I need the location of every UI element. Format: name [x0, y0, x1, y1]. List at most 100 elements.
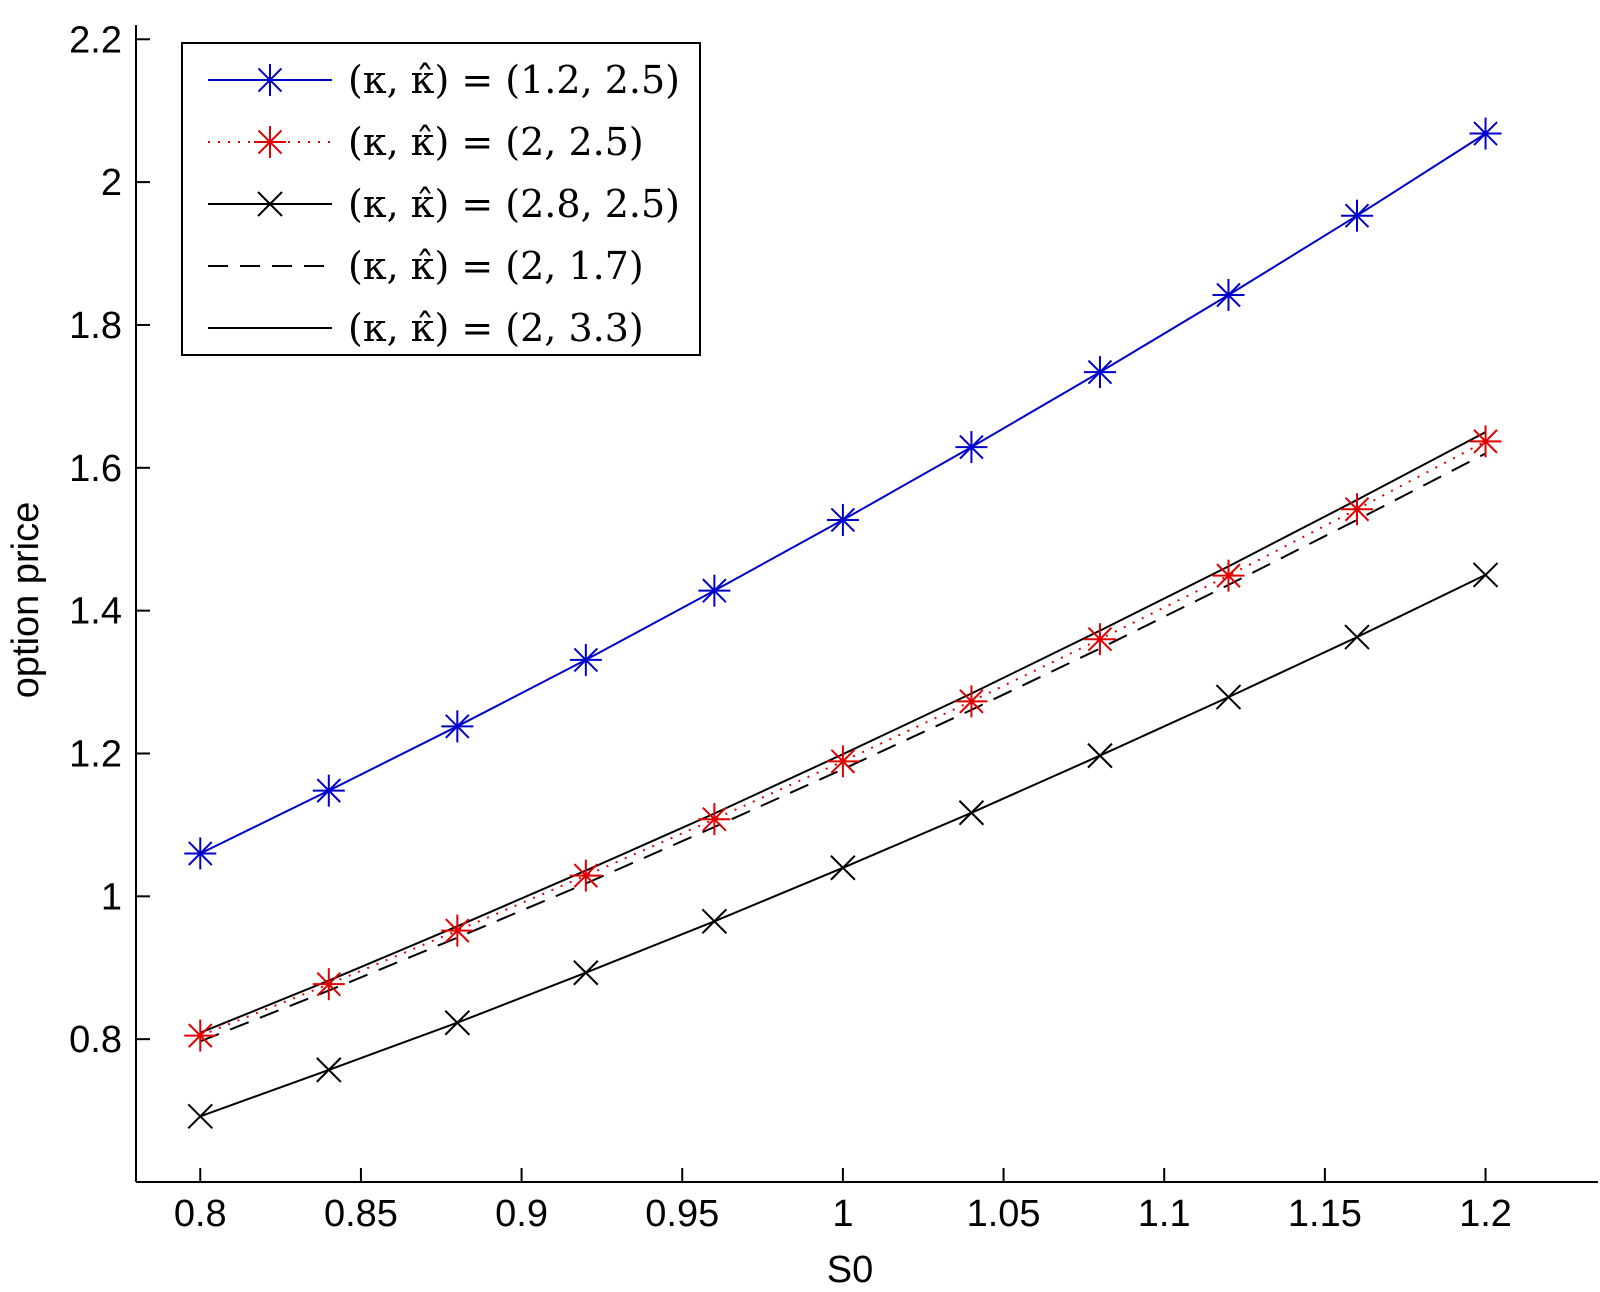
marker-stroke — [316, 971, 342, 997]
data-point — [254, 126, 286, 158]
x-tick-label: 1 — [832, 1193, 853, 1235]
data-point — [1341, 493, 1374, 526]
y-axis-label: option price — [5, 502, 47, 698]
marker-stroke — [1087, 742, 1113, 769]
legend-entry: (κ, κ̂) = (2, 3.3) — [208, 306, 644, 350]
marker-stroke — [445, 714, 470, 739]
data-point — [830, 855, 856, 881]
marker-stroke — [701, 908, 728, 935]
marker-stroke — [257, 191, 283, 217]
data-point — [958, 800, 985, 826]
data-point — [257, 191, 283, 217]
marker-stroke — [1344, 496, 1370, 522]
x-tick-label: 0.95 — [645, 1193, 719, 1235]
marker-stroke — [573, 960, 599, 986]
data-point — [1469, 117, 1502, 150]
data-point — [826, 745, 859, 778]
marker-stroke — [445, 918, 470, 943]
marker-stroke — [187, 1103, 213, 1130]
series-1 — [184, 117, 1502, 870]
legend-entry: (κ, κ̂) = (2, 1.7) — [208, 244, 644, 288]
x-tick-label: 1.2 — [1459, 1193, 1512, 1235]
data-point — [1472, 562, 1499, 588]
data-point — [312, 968, 345, 1001]
series-2 — [184, 425, 1502, 1052]
legend-box — [181, 42, 701, 356]
marker-stroke — [1215, 684, 1242, 710]
marker-stroke — [316, 778, 342, 803]
legend-label: (κ, κ̂) = (2, 2.5) — [348, 120, 644, 164]
y-tick-label: 0.8 — [69, 1019, 122, 1061]
marker-stroke — [1344, 203, 1370, 228]
marker-stroke — [1216, 563, 1241, 588]
data-point — [187, 1103, 213, 1130]
series-line — [199, 452, 1486, 1043]
marker-stroke — [257, 67, 283, 93]
x-axis-label: S0 — [827, 1249, 873, 1291]
marker-stroke — [573, 647, 599, 673]
data-point — [441, 914, 474, 947]
data-point — [444, 1010, 471, 1036]
plot-series — [184, 117, 1502, 1130]
legend-entry: (κ, κ̂) = (2, 2.5) — [208, 120, 644, 164]
marker-stroke — [1344, 624, 1370, 650]
legend-label: (κ, κ̂) = (2, 1.7) — [348, 244, 644, 288]
marker-stroke — [257, 129, 283, 155]
legend-entry: (κ, κ̂) = (1.2, 2.5) — [208, 58, 680, 102]
data-point — [698, 803, 731, 836]
marker-stroke — [702, 578, 727, 603]
marker-stroke — [702, 806, 727, 832]
marker-stroke — [188, 841, 213, 866]
data-point — [1083, 623, 1116, 656]
x-tick-label: 1.1 — [1138, 1193, 1191, 1235]
marker-stroke — [316, 1057, 342, 1083]
marker-stroke — [1087, 626, 1113, 652]
legend: (κ, κ̂) = (1.2, 2.5) (κ, κ̂) = (2, 2.5) (κ… — [181, 42, 701, 356]
marker-stroke — [958, 800, 985, 826]
data-point — [826, 503, 859, 536]
marker-stroke — [830, 855, 856, 881]
y-tick-label: 2.2 — [69, 19, 122, 61]
data-point — [441, 710, 474, 743]
y-tick-label: 2 — [101, 162, 122, 204]
data-point — [569, 643, 602, 676]
data-point — [316, 1057, 342, 1083]
data-point — [1469, 425, 1502, 458]
x-tick-label: 0.9 — [495, 1193, 548, 1235]
x-tick-label: 1.05 — [967, 1193, 1041, 1235]
marker-stroke — [1473, 429, 1498, 454]
data-point — [1212, 278, 1245, 311]
data-point — [184, 1019, 217, 1052]
y-tick-label: 1.8 — [69, 305, 122, 347]
x-tick-label: 0.85 — [324, 1193, 398, 1235]
y-tick-label: 1.4 — [69, 591, 122, 633]
legend-label: (κ, κ̂) = (1.2, 2.5) — [348, 58, 680, 102]
series-3 — [187, 562, 1499, 1130]
marker-stroke — [1087, 359, 1113, 385]
marker-stroke — [1473, 121, 1498, 146]
marker-stroke — [959, 689, 984, 714]
marker-stroke — [573, 863, 599, 888]
data-point — [184, 837, 217, 870]
legend-label: (κ, κ̂) = (2.8, 2.5) — [348, 182, 680, 226]
x-tick-label: 0.8 — [174, 1193, 227, 1235]
data-point — [1341, 199, 1374, 232]
marker-stroke — [830, 749, 856, 774]
legend-entry: (κ, κ̂) = (2.8, 2.5) — [208, 182, 680, 226]
axes: 0.8 0.85 0.9 0.95 1 1.05 1.1 1.15 1.2 0.8 1 1.2 1.4 1… — [69, 19, 1598, 1235]
x-tick-label: 1.15 — [1288, 1193, 1362, 1235]
data-point — [1083, 356, 1116, 389]
data-point — [569, 859, 602, 892]
y-tick-label: 1.2 — [69, 733, 122, 775]
legend-label: (κ, κ̂) = (2, 3.3) — [348, 306, 644, 350]
data-point — [698, 574, 731, 607]
marker-stroke — [1216, 282, 1241, 308]
data-point — [254, 64, 286, 96]
series-line — [199, 440, 1486, 1037]
data-point — [1215, 684, 1242, 710]
data-point — [1344, 624, 1370, 650]
marker-stroke — [188, 1023, 213, 1048]
data-point — [701, 908, 728, 935]
data-point — [1212, 559, 1245, 592]
